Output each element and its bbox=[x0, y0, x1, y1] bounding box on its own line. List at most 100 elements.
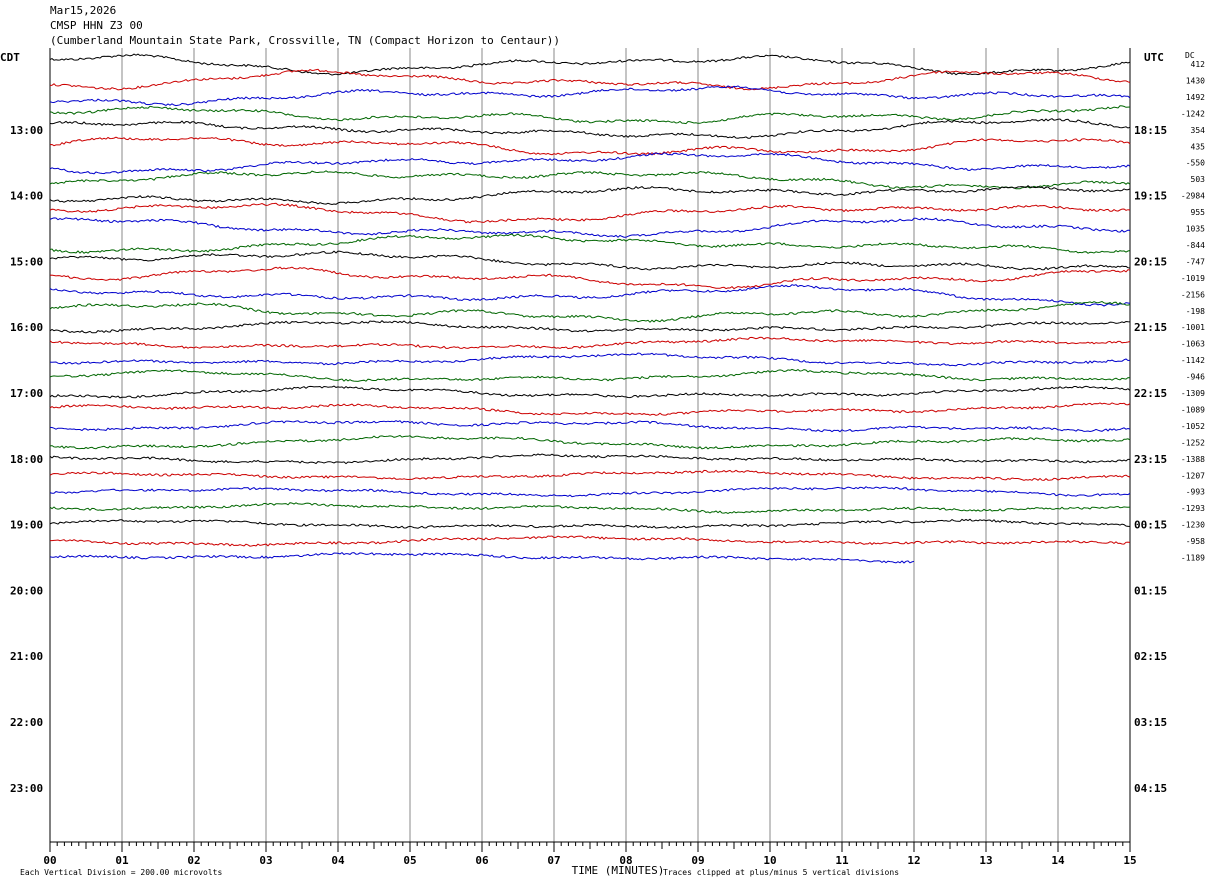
x-tick-label: 00 bbox=[43, 854, 56, 867]
cdt-hour-label: 22:00 bbox=[10, 716, 43, 729]
utc-hour-label: 04:15 bbox=[1134, 782, 1167, 795]
dc-offset-label: -1252 bbox=[1181, 438, 1205, 447]
seismic-trace bbox=[49, 185, 1131, 206]
x-tick-label: 01 bbox=[115, 854, 129, 867]
dc-offset-label: -958 bbox=[1186, 537, 1205, 546]
seismic-trace bbox=[49, 385, 1131, 399]
seismic-trace bbox=[49, 402, 1131, 416]
seismic-trace bbox=[49, 368, 1131, 382]
seismic-trace bbox=[49, 486, 1131, 498]
seismic-trace bbox=[49, 502, 1131, 514]
x-tick-label: 02 bbox=[187, 854, 200, 867]
cdt-hour-label: 23:00 bbox=[10, 782, 43, 795]
utc-hour-label: 02:15 bbox=[1134, 650, 1167, 663]
cdt-hour-label: 19:00 bbox=[10, 519, 43, 532]
channel-label: CMSP HHN Z3 00 bbox=[50, 19, 143, 32]
seismic-trace bbox=[49, 68, 1131, 91]
dc-offset-label: -1388 bbox=[1181, 455, 1205, 464]
seismic-trace bbox=[50, 535, 1131, 547]
utc-hour-label: 19:15 bbox=[1134, 190, 1167, 203]
x-tick-label: 10 bbox=[763, 854, 776, 867]
x-tick-label: 09 bbox=[691, 854, 704, 867]
dc-offset-label: -747 bbox=[1186, 257, 1205, 266]
dc-offset-label: -1293 bbox=[1181, 504, 1205, 513]
dc-offset-label: -1052 bbox=[1181, 422, 1205, 431]
dc-offset-label: -946 bbox=[1186, 373, 1205, 382]
utc-hour-label: 21:15 bbox=[1134, 321, 1167, 334]
x-tick-label: 12 bbox=[907, 854, 920, 867]
cdt-hour-label: 20:00 bbox=[10, 584, 43, 597]
dc-offset-label: -993 bbox=[1186, 488, 1205, 497]
dc-offset-label: 435 bbox=[1191, 142, 1206, 151]
cdt-hour-label: 14:00 bbox=[10, 190, 43, 203]
x-axis-title: TIME (MINUTES) bbox=[572, 864, 665, 877]
x-tick-label: 05 bbox=[403, 854, 416, 867]
x-tick-label: 04 bbox=[331, 854, 345, 867]
dc-offset-label: 1430 bbox=[1186, 76, 1205, 85]
x-tick-label: 11 bbox=[835, 854, 849, 867]
x-tick-label: 06 bbox=[475, 854, 489, 867]
seismic-trace bbox=[49, 85, 1131, 107]
cdt-title: CDT bbox=[0, 51, 20, 64]
station-label: (Cumberland Mountain State Park, Crossvi… bbox=[50, 34, 560, 47]
x-tick-label: 07 bbox=[547, 854, 560, 867]
dc-offset-label: 1035 bbox=[1186, 225, 1205, 234]
utc-hour-label: 00:15 bbox=[1134, 519, 1167, 532]
seismic-trace bbox=[49, 551, 915, 564]
utc-hour-label: 23:15 bbox=[1134, 453, 1167, 466]
date-label: Mar15,2026 bbox=[50, 4, 117, 17]
dc-offset-label: 412 bbox=[1191, 60, 1206, 69]
cdt-hour-label: 13:00 bbox=[10, 124, 43, 137]
seismic-trace bbox=[49, 352, 1131, 367]
seismic-trace bbox=[49, 336, 1131, 350]
seismic-trace bbox=[49, 233, 1131, 254]
footer-left: Each Vertical Division = 200.00 microvol… bbox=[20, 868, 222, 877]
seismic-trace bbox=[49, 300, 1131, 323]
cdt-hour-label: 18:00 bbox=[10, 453, 43, 466]
x-tick-label: 13 bbox=[979, 854, 992, 867]
utc-hour-label: 20:15 bbox=[1134, 255, 1167, 268]
dc-offset-label: -1063 bbox=[1181, 340, 1205, 349]
seismic-trace bbox=[49, 105, 1131, 125]
dc-offset-label: -198 bbox=[1186, 307, 1205, 316]
seismic-trace bbox=[49, 469, 1131, 481]
cdt-hour-label: 17:00 bbox=[10, 387, 43, 400]
dc-offset-label: -550 bbox=[1186, 159, 1205, 168]
dc-offset-label: -1309 bbox=[1181, 389, 1205, 398]
dc-offset-label: -1089 bbox=[1181, 405, 1205, 414]
seismic-trace bbox=[49, 434, 1131, 450]
seismic-trace bbox=[49, 118, 1131, 139]
seismic-trace bbox=[49, 136, 1131, 156]
seismic-trace bbox=[49, 202, 1131, 224]
dc-offset-label: 354 bbox=[1191, 126, 1206, 135]
seismic-trace bbox=[49, 217, 1131, 238]
x-tick-label: 15 bbox=[1123, 854, 1136, 867]
seismic-trace bbox=[49, 320, 1131, 334]
seismic-trace bbox=[49, 284, 1131, 307]
seismic-trace bbox=[49, 152, 1131, 175]
x-tick-label: 08 bbox=[619, 854, 632, 867]
dc-offset-label: 1492 bbox=[1186, 93, 1205, 102]
dc-offset-label: -1242 bbox=[1181, 109, 1205, 118]
seismic-trace bbox=[49, 250, 1131, 271]
utc-hour-label: 03:15 bbox=[1134, 716, 1167, 729]
seismic-trace bbox=[49, 170, 1131, 190]
x-tick-label: 14 bbox=[1051, 854, 1065, 867]
dc-offset-label: -844 bbox=[1186, 241, 1205, 250]
dc-offset-label: -1142 bbox=[1181, 356, 1205, 365]
cdt-hour-label: 21:00 bbox=[10, 650, 43, 663]
dc-offset-label: 503 bbox=[1191, 175, 1206, 184]
utc-hour-label: 18:15 bbox=[1134, 124, 1167, 137]
dc-offset-label: -1230 bbox=[1181, 521, 1205, 530]
dc-offset-label: 955 bbox=[1191, 208, 1206, 217]
seismic-trace bbox=[49, 53, 1131, 76]
dc-offset-label: -2984 bbox=[1181, 192, 1205, 201]
cdt-hour-label: 16:00 bbox=[10, 321, 43, 334]
seismic-trace bbox=[49, 266, 1131, 290]
x-tick-label: 03 bbox=[259, 854, 272, 867]
utc-title: UTC bbox=[1144, 51, 1164, 64]
seismic-trace bbox=[49, 453, 1130, 465]
dc-offset-label: -1189 bbox=[1181, 554, 1205, 563]
dc-offset-label: -1001 bbox=[1181, 323, 1205, 332]
